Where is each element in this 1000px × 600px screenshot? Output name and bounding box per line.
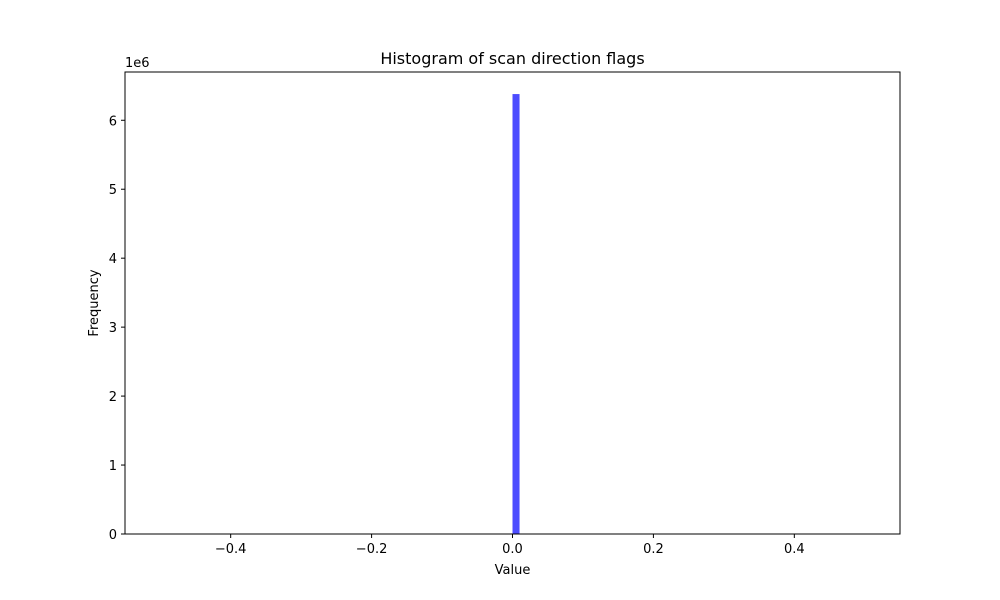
y-axis-offset-text: 1e6 [125, 56, 150, 71]
plot-frame [124, 71, 901, 535]
x-tick-label: −0.2 [356, 542, 388, 557]
histogram-bar [512, 94, 520, 534]
y-tick-label: 4 [109, 252, 117, 267]
bars-layer [512, 94, 520, 534]
y-tick-label: 3 [109, 321, 117, 336]
x-axis-ticks: −0.4 −0.2 0.0 0.2 0.4 [215, 534, 805, 557]
y-tick-label: 1 [109, 459, 117, 474]
chart-title: Histogram of scan direction flags [380, 49, 644, 68]
y-tick-label: 0 [109, 528, 117, 543]
x-tick-label: 0.0 [502, 542, 523, 557]
y-axis-ticks: 0 1 2 3 4 5 6 [109, 114, 125, 543]
x-tick-label: −0.4 [215, 542, 247, 557]
y-axis-label: Frequency [87, 269, 102, 336]
x-tick-label: 0.2 [643, 542, 664, 557]
x-axis-label: Value [495, 563, 531, 578]
y-tick-label: 5 [109, 183, 117, 198]
y-tick-label: 2 [109, 390, 117, 405]
y-tick-label: 6 [109, 114, 117, 129]
x-tick-label: 0.4 [784, 542, 805, 557]
